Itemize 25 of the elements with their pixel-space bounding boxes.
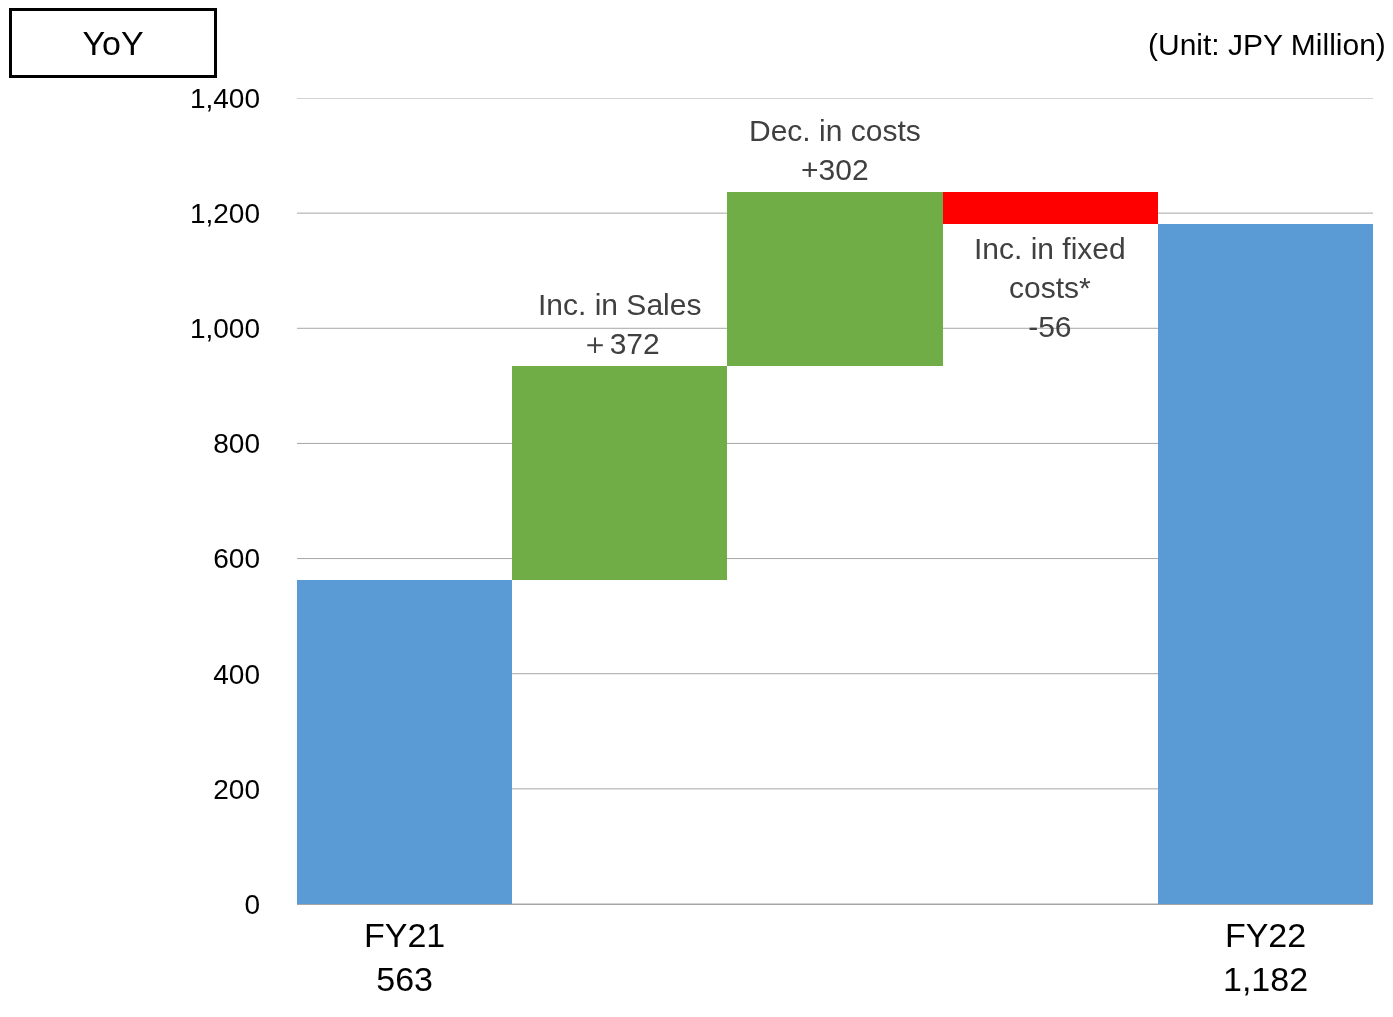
y-tick-label: 1,400 — [189, 82, 260, 114]
y-tick-label: 1,000 — [189, 313, 260, 345]
y-tick-label: 800 — [213, 428, 260, 460]
x-tick-label: Inc. in Sales — [538, 288, 702, 321]
y-tick-label: 600 — [213, 543, 260, 575]
y-tick-label: 0 — [244, 888, 260, 920]
bar — [512, 366, 727, 580]
x-tick-label: Dec. in costs — [749, 114, 921, 147]
y-tick-label: 1,200 — [189, 197, 260, 229]
bar — [727, 192, 943, 366]
y-tick-label: 200 — [213, 773, 260, 805]
data-label: +302 — [801, 153, 869, 186]
chart-title: YoY — [82, 24, 144, 62]
bar — [1158, 224, 1373, 904]
bar — [297, 580, 512, 904]
data-label: -56 — [1028, 310, 1072, 343]
data-label: 563 — [376, 960, 433, 999]
x-tick-label: Inc. in fixed costs* — [974, 232, 1126, 304]
data-label: ＋372 — [579, 327, 660, 360]
text: (Unit: JPY Million) — [1148, 28, 1386, 61]
bar — [943, 192, 1158, 224]
y-tick-label: 400 — [213, 658, 260, 690]
data-label: 1,182 — [1223, 960, 1309, 999]
x-tick-label: FY21 — [364, 916, 446, 954]
x-tick-label: FY22 — [1224, 916, 1307, 954]
